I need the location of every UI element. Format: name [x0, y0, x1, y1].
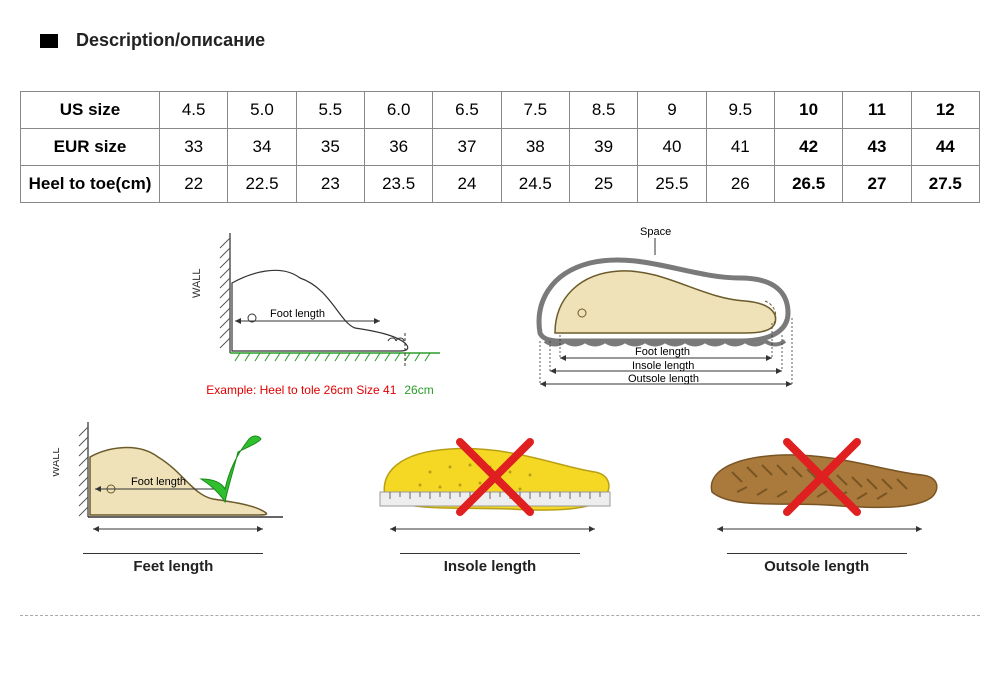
table-cell: 38 [501, 129, 569, 166]
table-cell: 10 [774, 92, 842, 129]
insole-svg [360, 417, 620, 547]
table-cell: 36 [364, 129, 432, 166]
table-cell: 27 [843, 166, 911, 203]
table-cell: 5.0 [228, 92, 296, 129]
space-label: Space [640, 226, 671, 238]
table-cell: 34 [228, 129, 296, 166]
outsole-length-caption: Outsole length [727, 553, 907, 575]
table-cell: 43 [843, 129, 911, 166]
table-cell: 6.5 [433, 92, 501, 129]
table-cell: 37 [433, 129, 501, 166]
table-cell: 27.5 [911, 166, 979, 203]
table-cell: 7.5 [501, 92, 569, 129]
table-cell: 23.5 [364, 166, 432, 203]
row-header: EUR size [21, 129, 160, 166]
table-row-heel: Heel to toe(cm)2222.52323.52424.52525.52… [21, 166, 980, 203]
outsole-length-small: Outsole length [628, 373, 699, 385]
insole-length-small: Insole length [632, 360, 694, 372]
table-cell: 35 [296, 129, 364, 166]
row-header: Heel to toe(cm) [21, 166, 160, 203]
footer-divider [20, 615, 980, 616]
table-cell: 26.5 [774, 166, 842, 203]
header-bullet-icon [40, 34, 58, 48]
table-cell: 23 [296, 166, 364, 203]
table-cell: 24 [433, 166, 501, 203]
row-header: US size [21, 92, 160, 129]
foot-length-label: Foot length [270, 308, 325, 320]
table-cell: 40 [638, 129, 706, 166]
table-cell: 9 [638, 92, 706, 129]
shoe-section-svg: Space Foot length Inso [510, 223, 810, 393]
table-cell: 41 [706, 129, 774, 166]
size-table: US size4.55.05.56.06.57.58.599.5101112 E… [20, 91, 980, 203]
table-cell: 24.5 [501, 166, 569, 203]
insole-length-box: Insole length [360, 417, 620, 575]
table-cell: 12 [911, 92, 979, 129]
feet-length-svg: WALL Foot length [53, 417, 293, 547]
table-row-eur: EUR size333435363738394041424344 [21, 129, 980, 166]
table-cell: 8.5 [569, 92, 637, 129]
diagrams-container: WALL [20, 223, 980, 575]
table-cell: 33 [160, 129, 228, 166]
table-cell: 44 [911, 129, 979, 166]
cm-text: 26cm [404, 383, 433, 397]
table-cell: 6.0 [364, 92, 432, 129]
diagram-row-2: WALL Foot length Feet length [20, 417, 980, 575]
foot-length-label-3: Foot length [131, 476, 186, 488]
table-cell: 4.5 [160, 92, 228, 129]
table-cell: 25.5 [638, 166, 706, 203]
table-cell: 25 [569, 166, 637, 203]
header-title: Description/описание [76, 30, 265, 51]
table-cell: 39 [569, 129, 637, 166]
foot-length-label-2: Foot length [635, 346, 690, 358]
wall-label: WALL [191, 268, 203, 298]
outsole-svg [687, 417, 947, 547]
table-row-us: US size4.55.05.56.06.57.58.599.5101112 [21, 92, 980, 129]
table-cell: 26 [706, 166, 774, 203]
outsole-length-box: Outsole length [687, 417, 947, 575]
section-header: Description/описание [0, 0, 1000, 61]
diagram-row-1: WALL [20, 223, 980, 397]
feet-length-caption: Feet length [83, 553, 263, 575]
foot-measure-diagram: WALL [190, 223, 450, 397]
table-cell: 9.5 [706, 92, 774, 129]
table-cell: 22 [160, 166, 228, 203]
feet-length-box: WALL Foot length Feet length [53, 417, 293, 575]
foot-wall-svg: WALL [190, 223, 450, 383]
table-cell: 11 [843, 92, 911, 129]
shoe-section-diagram: Space Foot length Inso [510, 223, 810, 397]
insole-length-caption: Insole length [400, 553, 580, 575]
example-text: Example: Heel to tole 26cm Size 41 [206, 383, 396, 397]
table-cell: 42 [774, 129, 842, 166]
wall-label-2: WALL [53, 447, 62, 477]
table-cell: 22.5 [228, 166, 296, 203]
table-cell: 5.5 [296, 92, 364, 129]
